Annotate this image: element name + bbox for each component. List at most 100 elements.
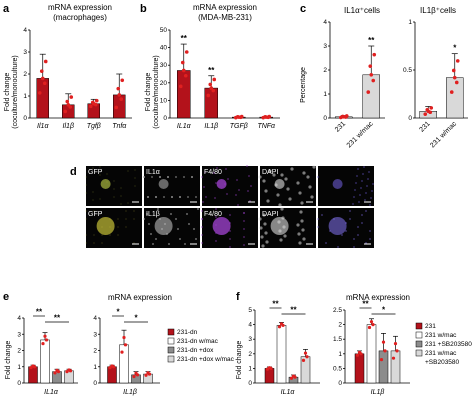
microscopy-signal [167, 176, 169, 178]
f-right-data-point [367, 325, 372, 330]
microscopy-label: GFP [88, 211, 103, 218]
b-data-point [180, 60, 185, 65]
microscopy-cell [328, 217, 347, 235]
microscopy-signal [227, 178, 229, 180]
b-xtick-label: IL1α [177, 123, 192, 130]
c-left-data-point [372, 52, 377, 57]
microscopy-signal [259, 226, 263, 230]
microscopy-signal [125, 210, 127, 212]
microscopy-signal [168, 243, 170, 245]
microscopy-signal [93, 234, 95, 236]
f-legend-label: 231 +SB203580 [425, 341, 472, 348]
f-right-bracket-label: ** [362, 300, 369, 309]
microscopy-signal [205, 196, 207, 198]
microscopy-signal [266, 199, 270, 203]
a-xtick-label: Tnfα [112, 123, 127, 130]
panel-a-ylabel2: (coculture/monoculture) [12, 55, 19, 129]
a-data-point [65, 99, 70, 104]
microscopy-signal [365, 210, 367, 212]
f-left-data-point [305, 355, 309, 359]
microscopy-signal [85, 210, 87, 212]
b-data-point [211, 88, 216, 93]
microscopy-signal [113, 180, 115, 182]
microscopy-signal [125, 226, 127, 228]
f-left-data-point [303, 351, 308, 355]
b-data-point [206, 93, 211, 98]
microscopy-tile [202, 166, 258, 206]
b-ytick-label: 10 [160, 97, 168, 104]
microscopy-signal [215, 240, 217, 242]
microscopy-signal [250, 185, 252, 187]
a-xtick-label: Il1α [37, 123, 49, 130]
microscopy-signal [201, 210, 203, 212]
e-right-ytick-label: 4 [93, 315, 97, 322]
e-legend-label: 231-dn w/mac [177, 338, 219, 345]
e-left-bar [28, 366, 38, 384]
microscopy-label: IL1β [146, 211, 160, 218]
e-left-ytick-label: 3 [17, 331, 21, 338]
microscopy-signal [357, 226, 359, 228]
microscopy-signal [117, 234, 119, 236]
a-data-point [37, 91, 42, 95]
c-left-data-point [344, 114, 349, 118]
c-right-bar [446, 77, 464, 119]
microscopy-signal [92, 191, 94, 193]
microscopy-signal [197, 208, 199, 210]
b-significance: ** [208, 66, 215, 75]
c-right-data-point [452, 75, 457, 80]
microscopy-signal [360, 187, 362, 189]
f-right-bar [354, 353, 365, 384]
e-right-ytick-label: 3 [93, 331, 97, 338]
microscopy-signal [361, 222, 363, 224]
microscopy-signal [262, 213, 266, 217]
e-legend-label: 231-dn [177, 329, 198, 336]
e-left-bar [40, 339, 50, 384]
microscopy-signal [85, 192, 87, 194]
c-right-data-point [454, 80, 459, 85]
microscopy-signal [101, 234, 103, 236]
c-right-ytick-label: 0 [408, 115, 412, 122]
microscopy-signal [202, 201, 204, 203]
f-left-data-point [291, 374, 296, 378]
panel-letter-e: e [3, 291, 9, 303]
e-right-data-point [132, 374, 136, 379]
microscopy-signal [308, 185, 312, 189]
microscopy-signal [183, 176, 185, 178]
panel-letter-d: d [70, 166, 77, 178]
a-data-point [117, 93, 122, 97]
c-left-data-point [368, 64, 373, 68]
a-ytick-label: 1 [23, 93, 27, 100]
microscopy-signal [201, 226, 203, 228]
microscopy-signal [296, 223, 300, 227]
microscopy-signal [359, 194, 361, 196]
e-right-bracket-label: * [116, 308, 120, 317]
e-right-data-point [122, 335, 126, 340]
microscopy-signal [235, 194, 237, 196]
c-left-xtick-label: 231 [334, 120, 347, 133]
panel-letter-b: b [140, 3, 147, 15]
f-legend-label: +SB203580 [425, 359, 460, 366]
e-left-ytick-label: 2 [17, 348, 21, 355]
f-right-data-point [379, 358, 384, 362]
panel-f-title: mRNA expression [346, 293, 410, 302]
microscopy-cell [212, 217, 231, 235]
microscopy-signal [243, 236, 245, 238]
microscopy-signal [188, 223, 190, 225]
f-left-bar [264, 368, 275, 384]
panel-letter-f: f [236, 291, 240, 303]
microscopy-signal [184, 243, 186, 245]
microscopy-signal [352, 203, 354, 205]
microscopy-signal [120, 195, 122, 197]
e-right-data-point [110, 364, 114, 368]
a-data-point [116, 86, 121, 91]
microscopy-signal [152, 243, 154, 245]
a-xtick-label: Tgfβ [87, 123, 101, 130]
b-xtick-label: IL1β [204, 123, 218, 130]
e-left-bracket-label: ** [36, 308, 43, 317]
microscopy-signal [367, 178, 369, 180]
microscopy-signal [85, 242, 87, 244]
microscopy-signal [236, 179, 238, 181]
microscopy-signal [195, 196, 197, 198]
microscopy-signal [358, 201, 360, 203]
microscopy-tile [260, 166, 316, 206]
